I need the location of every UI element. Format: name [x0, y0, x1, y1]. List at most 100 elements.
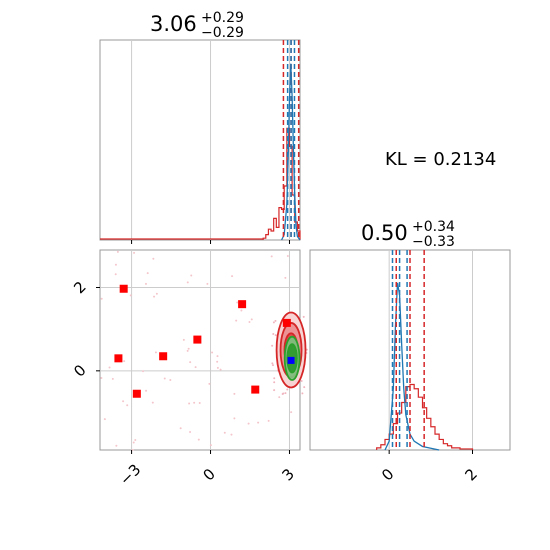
density-contours — [275, 311, 307, 389]
faint-sample — [208, 382, 211, 385]
faint-sample — [151, 401, 154, 404]
faint-sample — [278, 396, 281, 399]
faint-sample — [146, 272, 149, 275]
density-line-series — [384, 282, 440, 451]
faint-sample — [235, 319, 238, 322]
axes-frame — [99, 249, 301, 451]
faint-sample — [129, 294, 132, 297]
panel-title-minus: −0.29 — [201, 25, 244, 41]
faint-sample — [270, 255, 273, 258]
x-tick-label: 2 — [461, 465, 480, 484]
panel-title-minus: −0.33 — [412, 234, 455, 250]
faint-sample — [302, 315, 305, 318]
observed-points — [114, 284, 295, 398]
faint-sample — [230, 433, 233, 436]
faint-sample — [282, 392, 285, 395]
faint-sample — [142, 370, 145, 373]
grid — [388, 250, 473, 450]
faint-sample — [122, 400, 125, 403]
faint-sample — [179, 427, 182, 430]
faint-sample — [233, 392, 236, 395]
faint-sample — [271, 344, 274, 347]
observed-point-marker — [114, 354, 123, 363]
faint-sample — [108, 366, 111, 369]
faint-sample — [145, 389, 148, 392]
faint-sample — [126, 404, 129, 407]
faint-sample — [114, 273, 117, 276]
faint-sample — [134, 438, 137, 441]
joint-panel: −3 0 3 02 — [70, 249, 308, 489]
faint-sample — [116, 250, 119, 253]
faint-sample — [272, 333, 275, 336]
faint-sample — [290, 411, 293, 414]
faint-sample — [111, 377, 114, 380]
observed-point-marker — [251, 385, 260, 394]
faint-sample — [223, 431, 226, 434]
faint-sample — [153, 295, 156, 298]
faint-sample — [100, 377, 103, 380]
observed-point-marker — [282, 318, 291, 327]
x-tick-label: −3 — [116, 461, 144, 489]
faint-sample — [154, 351, 157, 354]
faint-sample — [236, 301, 239, 304]
faint-sample — [273, 377, 276, 380]
faint-sample — [247, 422, 250, 425]
faint-sample — [155, 292, 158, 295]
faint-sample — [233, 417, 236, 420]
faint-sample — [267, 419, 270, 422]
faint-sample — [216, 360, 219, 363]
faint-sample — [303, 386, 306, 389]
faint-sample — [219, 368, 222, 371]
panel-title-value: 0.50 — [361, 221, 408, 245]
y-tick-label: 0 — [70, 361, 89, 380]
kl-divergence-label: KL = 0.2134 — [385, 149, 496, 170]
series-layer — [100, 63, 301, 244]
faint-sample — [273, 381, 276, 384]
grid — [100, 250, 300, 450]
faint-sample — [197, 438, 200, 441]
marginal-panel-param0: 3.06 +0.29 −0.29 — [99, 10, 301, 244]
panel-title-value: 3.06 — [150, 12, 197, 36]
faint-sample — [284, 276, 287, 279]
density-line-series — [280, 63, 301, 241]
faint-sample — [190, 274, 193, 277]
faint-sample — [186, 281, 189, 284]
faint-sample — [114, 263, 117, 266]
faint-sample — [131, 448, 134, 451]
faint-sample — [216, 366, 219, 369]
faint-sample — [132, 441, 135, 444]
faint-sample — [198, 401, 201, 404]
faint-sample — [187, 347, 190, 350]
faint-sample — [216, 355, 219, 358]
faint-sample — [272, 321, 275, 324]
faint-sample — [152, 257, 155, 260]
faint-sample — [182, 338, 185, 341]
faint-sample — [284, 392, 287, 395]
faint-sample — [240, 309, 243, 312]
faint-sample — [115, 444, 118, 447]
faint-sample — [271, 362, 274, 365]
faint-sample — [250, 318, 253, 321]
faint-sample — [271, 364, 274, 367]
faint-sample — [103, 418, 106, 421]
faint-sample — [231, 275, 234, 278]
faint-sample — [189, 430, 192, 433]
axes-frame — [99, 39, 301, 241]
faint-sample — [301, 392, 304, 395]
panel-title-plus: +0.34 — [412, 219, 455, 235]
observed-point-marker — [159, 352, 168, 361]
faint-sample — [257, 421, 260, 424]
faint-sample — [163, 377, 166, 380]
truth-marker — [287, 356, 295, 364]
faint-sample — [188, 402, 191, 405]
observed-point-marker — [132, 389, 141, 398]
faint-sample — [193, 401, 196, 404]
faint-sample — [273, 389, 276, 392]
faint-sample — [144, 282, 147, 285]
y-tick-labels: 02 — [70, 278, 100, 381]
faint-sample — [286, 388, 289, 391]
faint-sample — [123, 360, 126, 363]
panel-title-plus: +0.29 — [201, 10, 244, 26]
